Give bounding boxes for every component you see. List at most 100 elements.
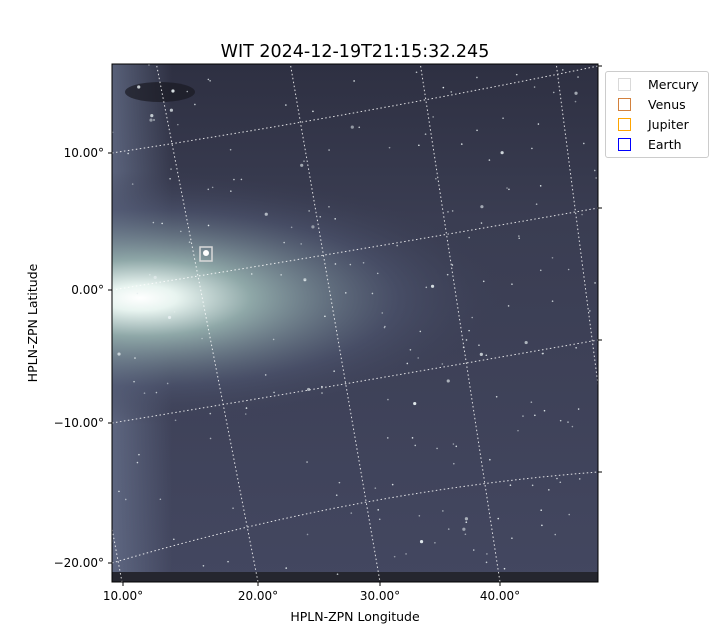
star bbox=[209, 80, 211, 82]
star bbox=[244, 413, 247, 415]
star bbox=[387, 398, 389, 401]
star bbox=[485, 561, 488, 564]
star bbox=[300, 163, 304, 167]
legend-swatch bbox=[618, 137, 631, 151]
legend-swatch bbox=[618, 77, 631, 91]
star bbox=[245, 407, 248, 409]
star bbox=[511, 283, 513, 285]
star bbox=[148, 273, 151, 276]
star bbox=[442, 510, 444, 512]
star bbox=[161, 222, 163, 225]
chart-title: WIT 2024-12-19T21:15:32.245 bbox=[221, 42, 490, 62]
star bbox=[480, 205, 484, 209]
star bbox=[311, 225, 315, 229]
star bbox=[136, 461, 139, 464]
star bbox=[272, 338, 275, 341]
star bbox=[137, 85, 141, 89]
y-tick-label: 0.00° bbox=[71, 283, 104, 297]
star bbox=[506, 187, 508, 189]
star bbox=[169, 108, 173, 112]
star bbox=[229, 148, 232, 151]
star bbox=[328, 205, 330, 208]
star bbox=[424, 133, 427, 135]
image-area bbox=[112, 64, 598, 582]
star bbox=[312, 110, 314, 113]
star bbox=[349, 263, 352, 266]
star bbox=[468, 329, 470, 332]
star bbox=[159, 498, 162, 501]
star bbox=[304, 279, 306, 281]
star bbox=[153, 119, 155, 121]
star bbox=[446, 379, 450, 383]
x-tick-label: 10.00° bbox=[103, 589, 143, 603]
star bbox=[136, 292, 139, 295]
star bbox=[186, 90, 189, 93]
legend-label: Venus bbox=[648, 96, 686, 112]
star bbox=[518, 235, 520, 237]
star bbox=[227, 560, 229, 563]
star bbox=[465, 521, 468, 523]
star bbox=[453, 462, 455, 465]
star bbox=[556, 477, 558, 480]
star bbox=[149, 118, 153, 122]
star bbox=[446, 273, 449, 276]
star bbox=[413, 401, 417, 406]
star bbox=[472, 549, 475, 551]
star bbox=[460, 143, 463, 145]
star bbox=[306, 533, 309, 536]
star bbox=[434, 542, 436, 544]
star bbox=[371, 292, 374, 295]
star bbox=[170, 168, 172, 170]
star bbox=[515, 73, 518, 76]
star bbox=[518, 237, 521, 240]
star bbox=[551, 300, 554, 302]
star bbox=[300, 243, 302, 245]
star bbox=[411, 437, 414, 439]
legend-label: Mercury bbox=[648, 76, 699, 92]
star bbox=[202, 565, 205, 567]
star bbox=[133, 380, 135, 383]
star bbox=[551, 257, 554, 259]
star bbox=[567, 268, 570, 271]
star bbox=[169, 177, 171, 180]
star bbox=[207, 78, 210, 81]
star bbox=[166, 382, 169, 385]
star bbox=[593, 169, 596, 172]
star bbox=[497, 517, 500, 520]
star bbox=[209, 412, 212, 415]
star bbox=[455, 445, 458, 448]
star bbox=[485, 354, 488, 357]
star bbox=[482, 280, 485, 283]
star bbox=[517, 429, 519, 432]
star bbox=[531, 484, 534, 487]
star bbox=[447, 528, 450, 530]
star bbox=[155, 391, 158, 394]
star bbox=[273, 391, 275, 394]
y-tick-label: −10.00° bbox=[54, 416, 104, 430]
star bbox=[134, 357, 136, 359]
star bbox=[378, 518, 381, 521]
star bbox=[451, 210, 454, 212]
star bbox=[321, 385, 323, 388]
star bbox=[143, 392, 146, 394]
star bbox=[548, 489, 550, 491]
x-axis-label: HPLN-ZPN Longitude bbox=[290, 609, 420, 624]
star bbox=[232, 507, 234, 510]
star bbox=[127, 152, 129, 155]
axes-frame bbox=[111, 63, 599, 583]
star bbox=[386, 437, 389, 439]
star bbox=[533, 86, 536, 88]
x-tick-label: 20.00° bbox=[238, 589, 278, 603]
star bbox=[336, 573, 339, 576]
star bbox=[264, 374, 267, 376]
star bbox=[180, 230, 182, 233]
y-tick-label: −20.00° bbox=[54, 556, 104, 570]
star bbox=[577, 408, 580, 410]
legend-item-venus: Venus bbox=[618, 95, 686, 113]
star bbox=[489, 458, 491, 461]
star bbox=[405, 553, 407, 555]
star bbox=[574, 91, 578, 95]
legend-swatch bbox=[618, 97, 631, 111]
star bbox=[209, 437, 212, 440]
star bbox=[417, 357, 420, 359]
